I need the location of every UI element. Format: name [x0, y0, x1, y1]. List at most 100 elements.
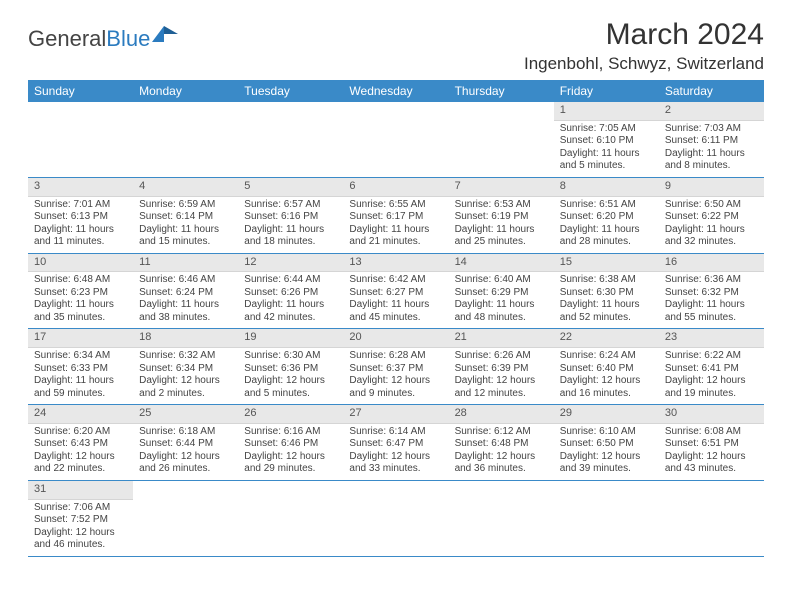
- sunset-line: Sunset: 6:10 PM: [560, 135, 653, 148]
- sunrise-line: Sunrise: 6:26 AM: [455, 350, 548, 363]
- daylight-line: Daylight: 11 hours and 5 minutes.: [560, 148, 653, 173]
- daylight-line: Daylight: 11 hours and 21 minutes.: [349, 224, 442, 249]
- sunset-line: Sunset: 6:30 PM: [560, 287, 653, 300]
- day-body: Sunrise: 7:05 AMSunset: 6:10 PMDaylight:…: [554, 121, 659, 177]
- day-number: 11: [133, 254, 238, 273]
- sunset-line: Sunset: 6:44 PM: [139, 438, 232, 451]
- calendar-cell: [238, 102, 343, 177]
- sunrise-line: Sunrise: 6:36 AM: [665, 274, 758, 287]
- day-number: 28: [449, 405, 554, 424]
- calendar-week: 10Sunrise: 6:48 AMSunset: 6:23 PMDayligh…: [28, 253, 764, 329]
- day-body: Sunrise: 6:53 AMSunset: 6:19 PMDaylight:…: [449, 197, 554, 253]
- daylight-line: Daylight: 12 hours and 2 minutes.: [139, 375, 232, 400]
- calendar-cell: [238, 480, 343, 556]
- daylight-line: Daylight: 11 hours and 48 minutes.: [455, 299, 548, 324]
- sunset-line: Sunset: 6:14 PM: [139, 211, 232, 224]
- sunset-line: Sunset: 6:48 PM: [455, 438, 548, 451]
- day-body: Sunrise: 7:06 AMSunset: 7:52 PMDaylight:…: [28, 500, 133, 556]
- day-body: Sunrise: 6:26 AMSunset: 6:39 PMDaylight:…: [449, 348, 554, 404]
- calendar-cell: 3Sunrise: 7:01 AMSunset: 6:13 PMDaylight…: [28, 177, 133, 253]
- day-number: 15: [554, 254, 659, 273]
- sunrise-line: Sunrise: 6:34 AM: [34, 350, 127, 363]
- calendar-cell: 28Sunrise: 6:12 AMSunset: 6:48 PMDayligh…: [449, 405, 554, 481]
- day-body: Sunrise: 6:30 AMSunset: 6:36 PMDaylight:…: [238, 348, 343, 404]
- sunset-line: Sunset: 6:40 PM: [560, 363, 653, 376]
- sunset-line: Sunset: 6:39 PM: [455, 363, 548, 376]
- logo-text-2: Blue: [106, 26, 150, 51]
- day-number: 20: [343, 329, 448, 348]
- logo-text-1: General: [28, 26, 106, 51]
- sunset-line: Sunset: 6:26 PM: [244, 287, 337, 300]
- sunrise-line: Sunrise: 6:08 AM: [665, 426, 758, 439]
- day-body: Sunrise: 6:08 AMSunset: 6:51 PMDaylight:…: [659, 424, 764, 480]
- daylight-line: Daylight: 12 hours and 29 minutes.: [244, 451, 337, 476]
- sunset-line: Sunset: 6:27 PM: [349, 287, 442, 300]
- sunrise-line: Sunrise: 6:30 AM: [244, 350, 337, 363]
- day-number: 19: [238, 329, 343, 348]
- daylight-line: Daylight: 11 hours and 18 minutes.: [244, 224, 337, 249]
- daylight-line: Daylight: 12 hours and 39 minutes.: [560, 451, 653, 476]
- calendar-cell: 11Sunrise: 6:46 AMSunset: 6:24 PMDayligh…: [133, 253, 238, 329]
- day-number: 7: [449, 178, 554, 197]
- sunrise-line: Sunrise: 6:14 AM: [349, 426, 442, 439]
- daylight-line: Daylight: 12 hours and 26 minutes.: [139, 451, 232, 476]
- sunrise-line: Sunrise: 7:03 AM: [665, 123, 758, 136]
- sunset-line: Sunset: 6:24 PM: [139, 287, 232, 300]
- calendar-cell: 20Sunrise: 6:28 AMSunset: 6:37 PMDayligh…: [343, 329, 448, 405]
- sunset-line: Sunset: 6:33 PM: [34, 363, 127, 376]
- calendar-cell: 6Sunrise: 6:55 AMSunset: 6:17 PMDaylight…: [343, 177, 448, 253]
- day-body: Sunrise: 6:12 AMSunset: 6:48 PMDaylight:…: [449, 424, 554, 480]
- day-body: Sunrise: 6:32 AMSunset: 6:34 PMDaylight:…: [133, 348, 238, 404]
- logo-text: GeneralBlue: [28, 26, 150, 52]
- location: Ingenbohl, Schwyz, Switzerland: [524, 54, 764, 74]
- sunrise-line: Sunrise: 6:40 AM: [455, 274, 548, 287]
- sunrise-line: Sunrise: 6:16 AM: [244, 426, 337, 439]
- calendar-cell: 24Sunrise: 6:20 AMSunset: 6:43 PMDayligh…: [28, 405, 133, 481]
- sunset-line: Sunset: 6:19 PM: [455, 211, 548, 224]
- day-body: Sunrise: 6:48 AMSunset: 6:23 PMDaylight:…: [28, 272, 133, 328]
- day-body: Sunrise: 6:14 AMSunset: 6:47 PMDaylight:…: [343, 424, 448, 480]
- sunrise-line: Sunrise: 6:24 AM: [560, 350, 653, 363]
- day-number: 3: [28, 178, 133, 197]
- sunrise-line: Sunrise: 6:18 AM: [139, 426, 232, 439]
- sunrise-line: Sunrise: 7:05 AM: [560, 123, 653, 136]
- calendar-cell: [133, 480, 238, 556]
- day-number: 14: [449, 254, 554, 273]
- day-body: Sunrise: 6:10 AMSunset: 6:50 PMDaylight:…: [554, 424, 659, 480]
- day-number: 22: [554, 329, 659, 348]
- calendar-week: 3Sunrise: 7:01 AMSunset: 6:13 PMDaylight…: [28, 177, 764, 253]
- day-number: 25: [133, 405, 238, 424]
- daylight-line: Daylight: 11 hours and 8 minutes.: [665, 148, 758, 173]
- sunset-line: Sunset: 6:50 PM: [560, 438, 653, 451]
- sunrise-line: Sunrise: 6:50 AM: [665, 199, 758, 212]
- daylight-line: Daylight: 12 hours and 33 minutes.: [349, 451, 442, 476]
- calendar-week: 1Sunrise: 7:05 AMSunset: 6:10 PMDaylight…: [28, 102, 764, 177]
- weekday-header: Wednesday: [343, 80, 448, 102]
- calendar-cell: [449, 480, 554, 556]
- daylight-line: Daylight: 11 hours and 15 minutes.: [139, 224, 232, 249]
- calendar-cell: 26Sunrise: 6:16 AMSunset: 6:46 PMDayligh…: [238, 405, 343, 481]
- sunrise-line: Sunrise: 6:57 AM: [244, 199, 337, 212]
- calendar-cell: 14Sunrise: 6:40 AMSunset: 6:29 PMDayligh…: [449, 253, 554, 329]
- sunrise-line: Sunrise: 6:32 AM: [139, 350, 232, 363]
- weekday-header: Thursday: [449, 80, 554, 102]
- sunrise-line: Sunrise: 6:51 AM: [560, 199, 653, 212]
- day-number: 5: [238, 178, 343, 197]
- weekday-header: Monday: [133, 80, 238, 102]
- day-number: 4: [133, 178, 238, 197]
- day-body: Sunrise: 6:50 AMSunset: 6:22 PMDaylight:…: [659, 197, 764, 253]
- sunrise-line: Sunrise: 6:38 AM: [560, 274, 653, 287]
- daylight-line: Daylight: 12 hours and 12 minutes.: [455, 375, 548, 400]
- calendar-week: 24Sunrise: 6:20 AMSunset: 6:43 PMDayligh…: [28, 405, 764, 481]
- day-number: 30: [659, 405, 764, 424]
- calendar-cell: 17Sunrise: 6:34 AMSunset: 6:33 PMDayligh…: [28, 329, 133, 405]
- calendar-cell: 12Sunrise: 6:44 AMSunset: 6:26 PMDayligh…: [238, 253, 343, 329]
- daylight-line: Daylight: 12 hours and 22 minutes.: [34, 451, 127, 476]
- day-body: Sunrise: 6:40 AMSunset: 6:29 PMDaylight:…: [449, 272, 554, 328]
- calendar-cell: 30Sunrise: 6:08 AMSunset: 6:51 PMDayligh…: [659, 405, 764, 481]
- daylight-line: Daylight: 12 hours and 16 minutes.: [560, 375, 653, 400]
- sunset-line: Sunset: 6:16 PM: [244, 211, 337, 224]
- day-number: 31: [28, 481, 133, 500]
- day-number: 27: [343, 405, 448, 424]
- day-number: 2: [659, 102, 764, 121]
